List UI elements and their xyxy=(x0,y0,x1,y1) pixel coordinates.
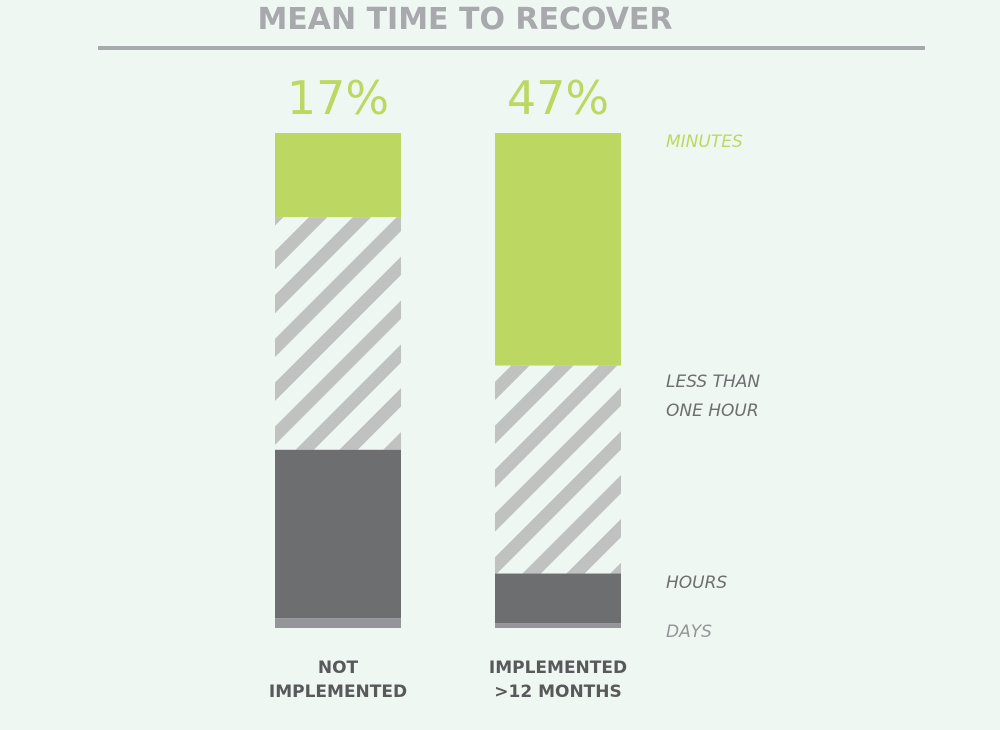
bar-segment xyxy=(275,618,401,628)
chart-title: MEAN TIME TO RECOVER xyxy=(257,2,673,37)
bar-segment xyxy=(275,449,401,619)
legend-label: LESS THAN ONE HOUR xyxy=(666,371,761,421)
bar-segment xyxy=(495,623,621,628)
bar-segment xyxy=(275,217,401,450)
legend-label: MINUTES xyxy=(666,132,743,152)
value-label: 47% xyxy=(506,71,610,125)
x-tick-label: IMPLEMENTED >12 MONTHS xyxy=(488,658,628,702)
legend-label: DAYS xyxy=(666,622,712,643)
bar-segment xyxy=(275,133,401,218)
bar-segment xyxy=(495,133,621,366)
x-tick-label: NOT IMPLEMENTED xyxy=(268,658,408,702)
bar-segment xyxy=(495,365,621,574)
value-label: 17% xyxy=(286,71,390,125)
legend-label: HOURS xyxy=(666,572,728,593)
bar-segment xyxy=(495,573,621,624)
